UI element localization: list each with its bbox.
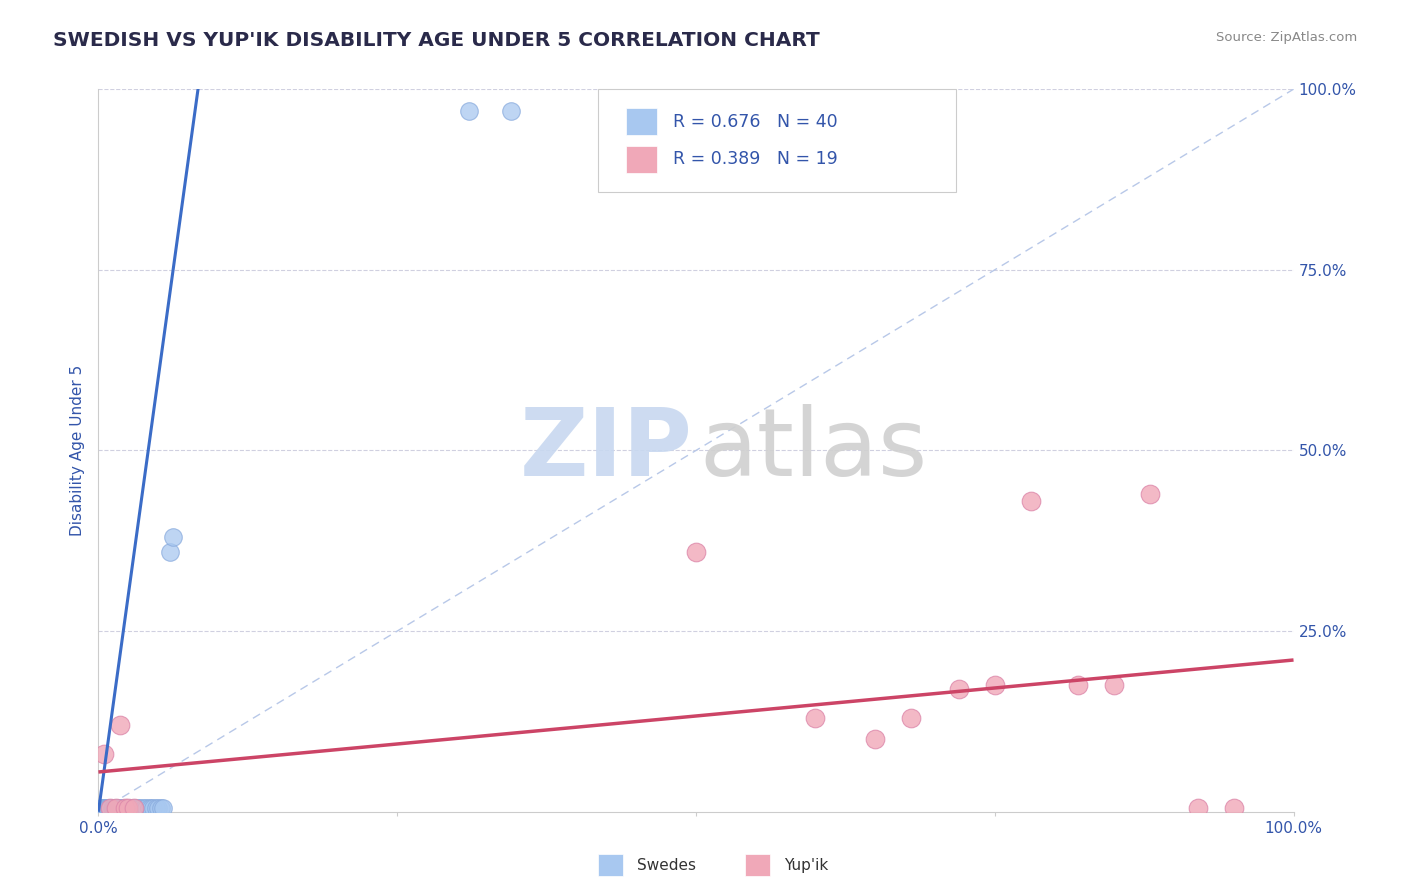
Text: atlas: atlas (700, 404, 928, 497)
Point (108, 718, 131, 732)
Point (149, 801, 172, 815)
Point (111, 801, 134, 815)
Point (142, 801, 165, 815)
Point (103, 801, 125, 815)
Point (104, 801, 127, 815)
Point (114, 801, 136, 815)
Point (110, 801, 132, 815)
Point (90, 801, 112, 815)
Point (108, 801, 131, 815)
Text: ZIP: ZIP (519, 404, 692, 497)
Point (984, 678, 1007, 692)
Point (114, 801, 136, 815)
Point (458, 103, 481, 118)
Point (98, 801, 122, 815)
Point (128, 801, 150, 815)
Point (162, 530, 184, 544)
Point (135, 801, 157, 815)
Point (152, 801, 174, 815)
Point (98, 801, 122, 815)
Point (139, 801, 162, 815)
Point (124, 801, 146, 815)
Point (865, 732, 887, 747)
Point (131, 801, 153, 815)
Point (1139, 487, 1161, 501)
Point (91, 801, 114, 815)
Point (804, 711, 827, 725)
Point (100, 801, 122, 815)
Point (101, 801, 124, 815)
Point (121, 801, 143, 815)
Point (124, 801, 146, 815)
Point (900, 711, 922, 725)
Point (107, 801, 129, 815)
Point (1019, 494, 1042, 508)
Point (105, 801, 128, 815)
Point (105, 801, 128, 815)
Text: Yup'ik: Yup'ik (785, 858, 828, 872)
Point (97, 801, 120, 815)
Point (138, 801, 160, 815)
Point (91, 801, 114, 815)
Point (148, 801, 170, 815)
Point (125, 801, 148, 815)
Point (1104, 678, 1126, 692)
Y-axis label: Disability Age Under 5: Disability Age Under 5 (70, 365, 86, 536)
Text: R = 0.389   N = 19: R = 0.389 N = 19 (673, 150, 838, 168)
Point (948, 681, 970, 696)
Point (94, 801, 117, 815)
Point (499, 103, 522, 118)
Point (115, 801, 138, 815)
Text: SWEDISH VS YUP'IK DISABILITY AGE UNDER 5 CORRELATION CHART: SWEDISH VS YUP'IK DISABILITY AGE UNDER 5… (53, 31, 820, 50)
Point (118, 801, 141, 815)
Point (96, 801, 118, 815)
Point (117, 801, 139, 815)
Point (159, 544, 181, 558)
Text: R = 0.676   N = 40: R = 0.676 N = 40 (673, 113, 838, 131)
Text: Swedes: Swedes (637, 858, 696, 872)
Point (93, 747, 115, 761)
Text: Source: ZipAtlas.com: Source: ZipAtlas.com (1216, 31, 1357, 45)
Point (145, 801, 167, 815)
Point (1187, 801, 1209, 815)
Point (132, 801, 155, 815)
Point (98, 801, 121, 815)
Point (107, 801, 129, 815)
Point (93, 801, 115, 815)
Point (1067, 678, 1090, 692)
Point (685, 544, 707, 558)
Point (1223, 801, 1246, 815)
